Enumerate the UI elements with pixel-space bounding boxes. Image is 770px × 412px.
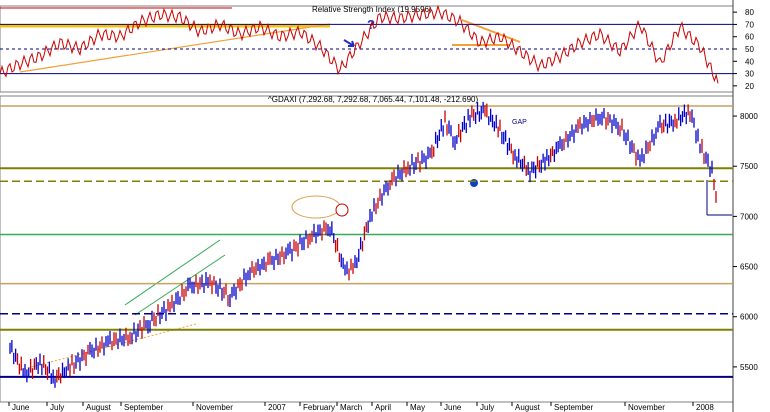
rsi-tick-label-3: 50: [745, 45, 754, 54]
x-tick-label-4: November: [196, 403, 233, 412]
x-tick-label-9: May: [410, 403, 425, 412]
smiley-icon: [335, 203, 349, 217]
rsi-tick-label-4: 60: [745, 33, 754, 42]
price-tick-label-2: 6500: [740, 263, 758, 272]
arrow-icon: [343, 39, 355, 47]
x-tick-label-5: 2007: [268, 403, 286, 412]
price-panel-frame: [0, 95, 734, 403]
price-tick-label-4: 7500: [740, 162, 758, 171]
rsi-tick-label-5: 70: [745, 20, 754, 29]
rsi-series-line: [0, 4, 719, 84]
x-tick-label-1: July: [50, 403, 64, 412]
x-tick-label-12: August: [515, 403, 541, 412]
x-tick-label-2: August: [86, 403, 112, 412]
price-tick-label-5: 8000: [740, 112, 758, 121]
rsi-tick-label-6: 80: [745, 8, 754, 17]
rsi-trend-down-line: [461, 19, 521, 43]
rsi-tick-label-1: 30: [745, 70, 754, 79]
x-tick-label-13: September: [554, 403, 593, 412]
rsi-layer: 20 30 40 50 60 70 80: [0, 4, 754, 91]
blue-dot-marker: [470, 179, 478, 187]
price-tick-label-3: 7000: [740, 212, 758, 221]
x-tick-label-6: February: [303, 403, 335, 412]
rsi-title: Relative Strength Index (19.9596): [312, 5, 432, 14]
axis-layer: June July August September November 2007 Febru…: [8, 402, 714, 412]
x-tick-label-15: 2008: [696, 403, 714, 412]
price-title: ^GDAXI (7,292.68, 7,292.68, 7,065.44, 7,…: [268, 95, 478, 104]
rsi-tick-label-0: 20: [745, 82, 754, 91]
rsi-tick-label-2: 40: [745, 57, 754, 66]
x-tick-label-8: April: [375, 403, 391, 412]
price-tick-label-0: 5500: [740, 363, 758, 372]
x-tick-label-7: March: [340, 403, 362, 412]
price-tick-label-1: 6000: [740, 313, 758, 322]
x-tick-label-14: November: [628, 403, 665, 412]
x-tick-label-3: September: [124, 403, 163, 412]
x-tick-label-0: June: [12, 403, 30, 412]
gap-annotation: GAP: [512, 119, 527, 126]
x-tick-label-10: June: [444, 403, 462, 412]
x-tick-label-11: July: [480, 403, 494, 412]
price-layer: 5500 6000 6500 7000 7500 8000 GAP: [0, 101, 758, 388]
trend-channel-upper: [124, 239, 221, 306]
trend-channel-lower: [134, 254, 226, 316]
rsi-trend-up-line: [19, 23, 331, 73]
